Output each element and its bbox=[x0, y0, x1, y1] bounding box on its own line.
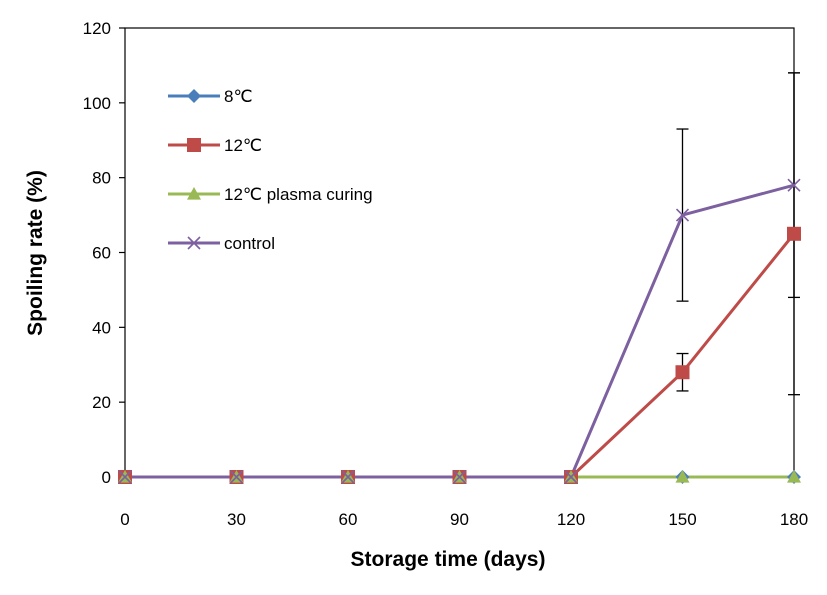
x-tick-label: 180 bbox=[780, 510, 808, 529]
data-point bbox=[787, 470, 801, 483]
y-tick-label: 120 bbox=[83, 19, 111, 38]
legend: 8℃ 12℃ 12℃ plasma curing control bbox=[168, 87, 373, 253]
data-point bbox=[229, 470, 244, 484]
x-tick-label: 150 bbox=[668, 510, 696, 529]
y-tick-label: 100 bbox=[83, 94, 111, 113]
data-point bbox=[675, 365, 690, 380]
y-tick-label: 0 bbox=[102, 468, 111, 487]
data-point bbox=[675, 208, 690, 222]
data-point bbox=[341, 470, 355, 484]
data-point bbox=[564, 470, 578, 484]
x-tick-label: 30 bbox=[227, 510, 246, 529]
x-axis-title: Storage time (days) bbox=[351, 548, 546, 571]
data-point bbox=[452, 470, 467, 484]
series-markers bbox=[118, 178, 801, 484]
y-tick-label: 20 bbox=[92, 393, 111, 412]
x-tick-label: 60 bbox=[339, 510, 358, 529]
legend-marker bbox=[187, 236, 201, 250]
x-tick-label: 90 bbox=[450, 510, 469, 529]
legend-label: 8℃ bbox=[224, 87, 253, 106]
legend-marker bbox=[187, 187, 201, 200]
legend-label: control bbox=[224, 234, 275, 253]
y-tick-label: 80 bbox=[92, 169, 111, 188]
data-point bbox=[787, 178, 801, 192]
legend-label: 12℃ plasma curing bbox=[224, 185, 373, 204]
x-tick-label: 0 bbox=[120, 510, 129, 529]
y-axis-title: Spoiling rate (%) bbox=[24, 170, 47, 336]
y-tick-label: 40 bbox=[92, 318, 111, 337]
data-point bbox=[787, 226, 801, 241]
legend-marker bbox=[187, 138, 201, 152]
data-point bbox=[118, 470, 132, 484]
axis-ticks: 0 20 40 60 80 100 120 0 30 60 90 120 150 180 bbox=[83, 19, 809, 529]
data-point bbox=[675, 470, 690, 483]
x-tick-label: 120 bbox=[557, 510, 585, 529]
legend-marker bbox=[187, 89, 201, 103]
y-tick-label: 60 bbox=[92, 244, 111, 263]
legend-label: 12℃ bbox=[224, 136, 262, 155]
